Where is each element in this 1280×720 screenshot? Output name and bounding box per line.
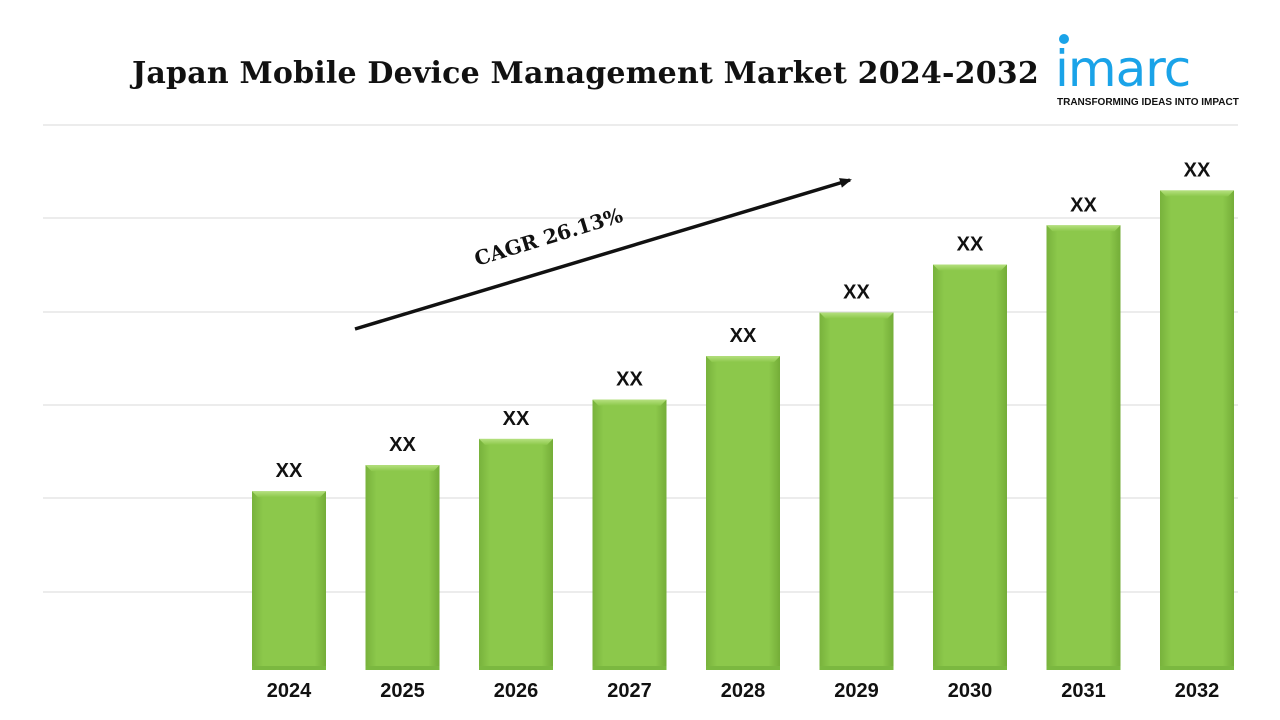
bar-2025 (365, 465, 440, 670)
bar-body (819, 312, 894, 670)
bar-2024 (252, 491, 326, 670)
data-label: XX (730, 325, 757, 347)
data-label: XX (843, 281, 870, 303)
data-label: XX (616, 369, 643, 391)
bar-2027 (592, 399, 667, 670)
bar-body (1046, 225, 1121, 670)
bar-2031 (1046, 225, 1121, 670)
bar-cap (365, 465, 440, 472)
bar-base (933, 666, 1007, 670)
x-tick-label: 2031 (1061, 680, 1106, 702)
x-tick-label: 2027 (607, 680, 652, 702)
bar-body (365, 465, 440, 670)
bar-body (479, 438, 553, 670)
x-tick-label: 2025 (380, 680, 425, 702)
logo-dot (1059, 34, 1069, 44)
bar-base (1160, 666, 1234, 670)
x-tick-label: 2030 (948, 680, 993, 702)
cagr-arrow (354, 178, 852, 331)
bar-2030 (933, 264, 1007, 670)
imarc-logo: imarc TRANSFORMING IDEAS INTO IMPACT (1055, 32, 1240, 112)
data-label: XX (957, 234, 984, 256)
logo-wordmark: imarc (1055, 40, 1191, 98)
bar-2028 (706, 356, 780, 670)
bar-body (592, 399, 667, 670)
data-label: XX (276, 460, 303, 482)
page-title: Japan Mobile Device Management Market 20… (132, 56, 1039, 91)
bar-base (1046, 666, 1121, 670)
bar-base (252, 666, 326, 670)
bar-base (819, 666, 894, 670)
bar-cap (479, 438, 553, 445)
x-tick-label: 2028 (721, 680, 766, 702)
x-tick-label: 2029 (834, 680, 879, 702)
bar-cap (252, 491, 326, 498)
bar-base (365, 666, 440, 670)
bar-2026 (479, 438, 553, 670)
cagr-annotation: CAGR 26.13% (471, 203, 625, 271)
bar-body (933, 264, 1007, 670)
x-tick-label: 2032 (1175, 680, 1220, 702)
bar-base (479, 666, 553, 670)
bar-2029 (819, 312, 894, 670)
bar-base (706, 666, 780, 670)
bar-cap (1160, 190, 1234, 197)
bar-body (706, 356, 780, 670)
data-label: XX (389, 434, 416, 456)
data-label: XX (1184, 159, 1211, 181)
bar-2032 (1160, 190, 1234, 670)
bar-cap (933, 264, 1007, 271)
x-tick-label: 2024 (267, 680, 312, 702)
bar-cap (592, 399, 667, 406)
bar-body (1160, 190, 1234, 670)
bar-cap (1046, 225, 1121, 232)
bar-cap (819, 312, 894, 319)
bar-cap (706, 356, 780, 363)
bar-base (592, 666, 667, 670)
data-label: XX (503, 408, 530, 430)
bar-body (252, 491, 326, 670)
data-label: XX (1070, 194, 1097, 216)
logo-tagline: TRANSFORMING IDEAS INTO IMPACT (1057, 97, 1239, 108)
x-tick-label: 2026 (494, 680, 539, 702)
